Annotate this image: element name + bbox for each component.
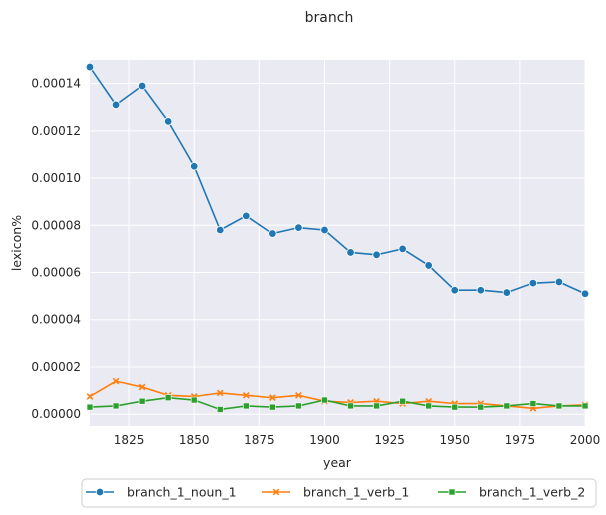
legend: branch_1_noun_1 branch_1_verb_1 branch_1_v… bbox=[81, 478, 597, 508]
legend-item: branch_1_noun_1 bbox=[86, 485, 237, 500]
data-point bbox=[450, 286, 459, 295]
data-point bbox=[138, 383, 146, 391]
data-point bbox=[294, 223, 303, 232]
data-point bbox=[86, 393, 94, 400]
legend-marker bbox=[95, 487, 105, 497]
y-tick-label: 0.00006 bbox=[31, 266, 81, 280]
data-point bbox=[477, 403, 485, 411]
data-point bbox=[243, 402, 250, 410]
legend-label: branch_1_verb_1 bbox=[303, 485, 409, 500]
data-point bbox=[112, 402, 120, 410]
x-tick-label: 2000 bbox=[570, 433, 601, 447]
grid bbox=[90, 60, 586, 426]
x-tick-label: 1975 bbox=[505, 433, 536, 447]
legend-box bbox=[81, 478, 597, 508]
x-axis-label: year bbox=[323, 455, 352, 470]
data-point bbox=[554, 277, 564, 287]
data-point bbox=[112, 377, 120, 385]
legend-item: branch_1_verb_1 bbox=[262, 485, 409, 500]
data-point bbox=[85, 62, 95, 72]
y-tick-label: 0.00014 bbox=[31, 77, 81, 91]
data-point bbox=[398, 244, 407, 254]
data-point bbox=[399, 397, 406, 405]
data-point bbox=[320, 225, 329, 235]
y-axis-label: lexicon% bbox=[9, 215, 24, 271]
y-tick-label: 0.00012 bbox=[31, 124, 81, 138]
x-tick-label: 1875 bbox=[244, 433, 275, 447]
data-point bbox=[137, 81, 147, 91]
data-point bbox=[164, 394, 172, 401]
x-tick-label: 1950 bbox=[439, 433, 470, 447]
plot-area bbox=[90, 60, 585, 426]
y-axis-ticks: 0.00000 0.00002 0.00004 0.00006 0.00008 0.000… bbox=[31, 77, 81, 422]
data-point bbox=[295, 402, 302, 410]
legend-label: branch_1_noun_1 bbox=[127, 485, 237, 500]
data-point bbox=[190, 396, 198, 404]
y-tick-label: 0.00010 bbox=[31, 171, 81, 185]
y-tick-label: 0.00000 bbox=[31, 407, 81, 421]
data-point bbox=[216, 225, 225, 235]
legend-marker bbox=[272, 488, 280, 496]
data-point bbox=[581, 402, 589, 410]
data-point bbox=[295, 391, 302, 399]
data-point bbox=[476, 286, 485, 295]
legend-marker bbox=[448, 488, 456, 496]
data-point bbox=[138, 397, 146, 405]
data-point bbox=[190, 162, 199, 171]
series-line bbox=[89, 66, 586, 295]
data-point bbox=[163, 117, 173, 126]
data-point bbox=[321, 396, 328, 404]
data-point bbox=[216, 406, 224, 413]
series-branch_1_noun_1 bbox=[85, 62, 590, 298]
series-branch_1_verb_2 bbox=[86, 394, 589, 413]
data-point bbox=[242, 391, 250, 399]
legend-label: branch_1_verb_2 bbox=[479, 485, 585, 500]
data-point bbox=[424, 261, 433, 270]
data-point bbox=[555, 402, 563, 410]
x-axis-ticks: 1825 1850 1875 1900 1925 1950 1975 2000 bbox=[114, 433, 600, 447]
chart-title: branch bbox=[305, 10, 354, 26]
data-point bbox=[425, 402, 432, 410]
series-layer bbox=[85, 62, 590, 413]
y-tick-label: 0.00008 bbox=[31, 218, 81, 232]
data-point bbox=[373, 402, 380, 410]
x-tick-label: 1850 bbox=[179, 433, 210, 447]
data-point bbox=[528, 278, 538, 288]
x-tick-label: 1825 bbox=[114, 433, 145, 447]
data-point bbox=[347, 402, 354, 410]
data-point bbox=[502, 288, 512, 297]
data-point bbox=[372, 250, 381, 260]
data-point bbox=[346, 248, 355, 257]
data-point bbox=[451, 403, 459, 411]
series-line bbox=[89, 396, 585, 411]
data-point bbox=[242, 211, 251, 221]
data-point bbox=[111, 100, 121, 110]
y-tick-label: 0.00002 bbox=[31, 360, 81, 374]
data-point bbox=[216, 389, 224, 397]
x-tick-label: 1900 bbox=[309, 433, 340, 447]
x-tick-label: 1925 bbox=[374, 433, 405, 447]
data-point bbox=[269, 403, 276, 411]
data-point bbox=[268, 229, 277, 238]
legend-item: branch_1_verb_2 bbox=[438, 485, 585, 500]
data-point bbox=[269, 394, 276, 402]
data-point bbox=[580, 289, 590, 298]
y-tick-label: 0.00004 bbox=[31, 313, 81, 327]
data-point bbox=[503, 402, 511, 410]
data-point bbox=[86, 403, 94, 411]
data-point bbox=[529, 400, 537, 407]
